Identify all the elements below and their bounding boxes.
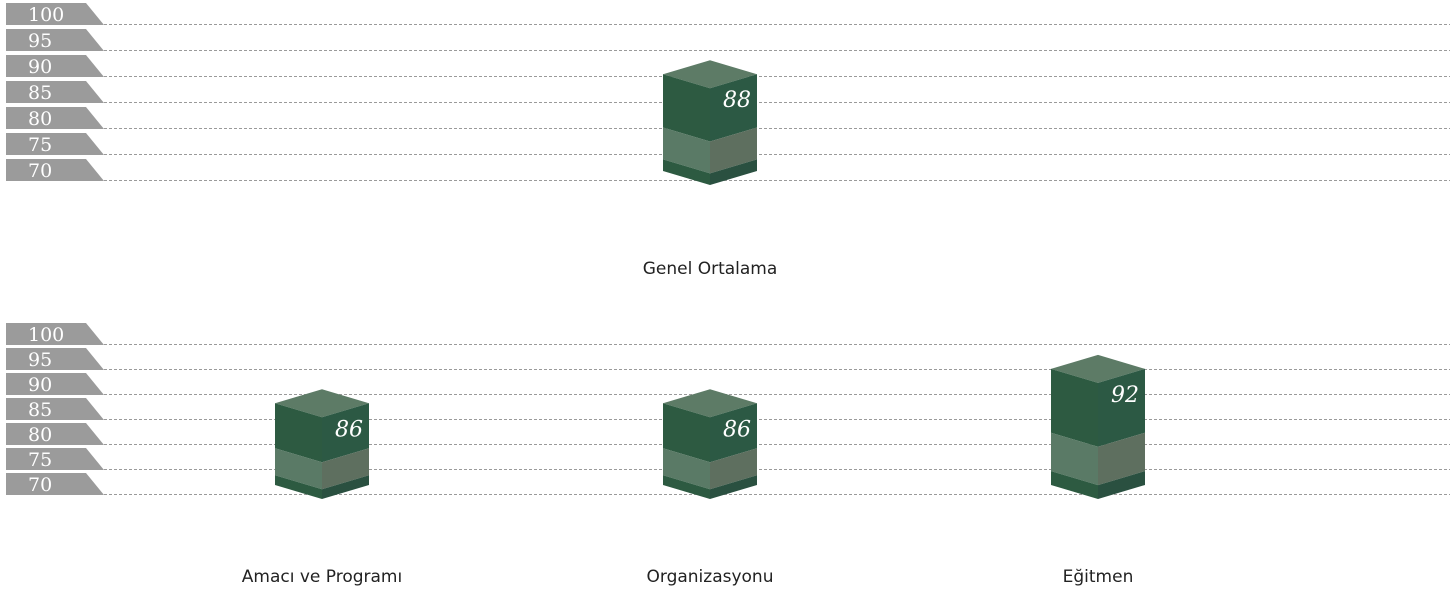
- category-label: Organizasyonu: [647, 567, 774, 587]
- category-scores-chart: 100 95 90 85 80 75 70 86 Amacı ve Programı 86 Orga…: [0, 323, 1450, 595]
- category-scores-chart-svg: 100 95 90 85 80 75 70 86 Amacı ve Programı 86 Orga…: [6, 323, 1450, 587]
- y-tick-tab: [6, 3, 104, 25]
- bar-value-label: 92: [1111, 383, 1139, 408]
- bar-value-label: 88: [723, 88, 751, 113]
- bar-face-right-bottom: [1098, 471, 1145, 499]
- y-tick-tab: [6, 81, 104, 103]
- y-tick-label: 80: [28, 424, 52, 446]
- bar-face-right-top: [1098, 368, 1145, 447]
- bar-face-right-bottom: [710, 159, 757, 185]
- y-tick-label: 100: [28, 4, 64, 26]
- y-tick-tab: [6, 107, 104, 129]
- bar-face-left-top: [275, 403, 322, 463]
- y-tick-label: 70: [28, 474, 52, 496]
- bar-face-left-top: [663, 74, 710, 142]
- bar-lid: [663, 389, 757, 418]
- y-tick-label: 100: [28, 324, 64, 346]
- y-tick-label: 80: [28, 108, 52, 130]
- y-tick-tab: [6, 448, 104, 470]
- y-tick-label: 85: [28, 82, 52, 104]
- y-tick-label: 95: [28, 349, 52, 371]
- bar-face-right-top: [322, 403, 369, 463]
- category-label: Genel Ortalama: [643, 259, 778, 279]
- bar-face-left-bottom: [275, 475, 322, 499]
- bar-face-left-bottom: [1051, 471, 1098, 499]
- bar-value-label: 86: [723, 417, 751, 442]
- y-tick-label: 95: [28, 30, 52, 52]
- bar-3: 92: [1051, 354, 1145, 499]
- y-tick-tab: [6, 398, 104, 420]
- category-label: Amacı ve Programı: [242, 567, 402, 587]
- y-tick-tab: [6, 323, 104, 345]
- bar-value-label: 86: [335, 417, 363, 442]
- y-tick-tab: [6, 133, 104, 155]
- bar-face-right-band: [710, 127, 757, 174]
- category-label: Eğitmen: [1063, 567, 1134, 587]
- y-tick-label: 75: [28, 134, 52, 156]
- bar-2: 86: [663, 389, 757, 499]
- bar-face-right-bottom: [322, 475, 369, 499]
- bar-face-right-band: [1098, 432, 1145, 486]
- bar-face-right-band: [710, 448, 757, 490]
- bar-1: 88: [663, 60, 757, 185]
- y-tick-label: 85: [28, 399, 52, 421]
- bar-face-left-band: [275, 448, 322, 490]
- bar-lid: [1051, 354, 1145, 383]
- y-tick-tab: [6, 159, 104, 181]
- y-tick-tab: [6, 348, 104, 370]
- overall-average-chart-svg: 100 95 90 85 80 75 70 88 Genel Ortalama: [6, 3, 1450, 279]
- y-tick-tab: [6, 373, 104, 395]
- bar-face-left-band: [1051, 432, 1098, 486]
- y-tick-tab: [6, 473, 104, 495]
- y-tick-tab: [6, 423, 104, 445]
- bar-face-left-bottom: [663, 475, 710, 499]
- bar-lid: [275, 389, 369, 418]
- bar-face-right-top: [710, 74, 757, 142]
- overall-average-chart: 100 95 90 85 80 75 70 88 Genel Ortalama: [6, 3, 1450, 279]
- bar-face-left-bottom: [663, 159, 710, 185]
- y-tick-label: 90: [28, 374, 52, 396]
- y-tick-tab: [6, 29, 104, 51]
- y-tick-tab: [6, 55, 104, 77]
- y-tick-label: 90: [28, 56, 52, 78]
- bar-face-left-top: [1051, 368, 1098, 447]
- bar-face-right-band: [322, 448, 369, 490]
- bar-face-left-top: [663, 403, 710, 463]
- bar-face-right-bottom: [710, 475, 757, 499]
- y-tick-label: 70: [28, 160, 52, 182]
- y-tick-label: 75: [28, 449, 52, 471]
- bar-face-left-band: [663, 448, 710, 490]
- bar-face-right-top: [710, 403, 757, 463]
- bar-1: 86: [275, 389, 369, 499]
- bar-face-left-band: [663, 127, 710, 174]
